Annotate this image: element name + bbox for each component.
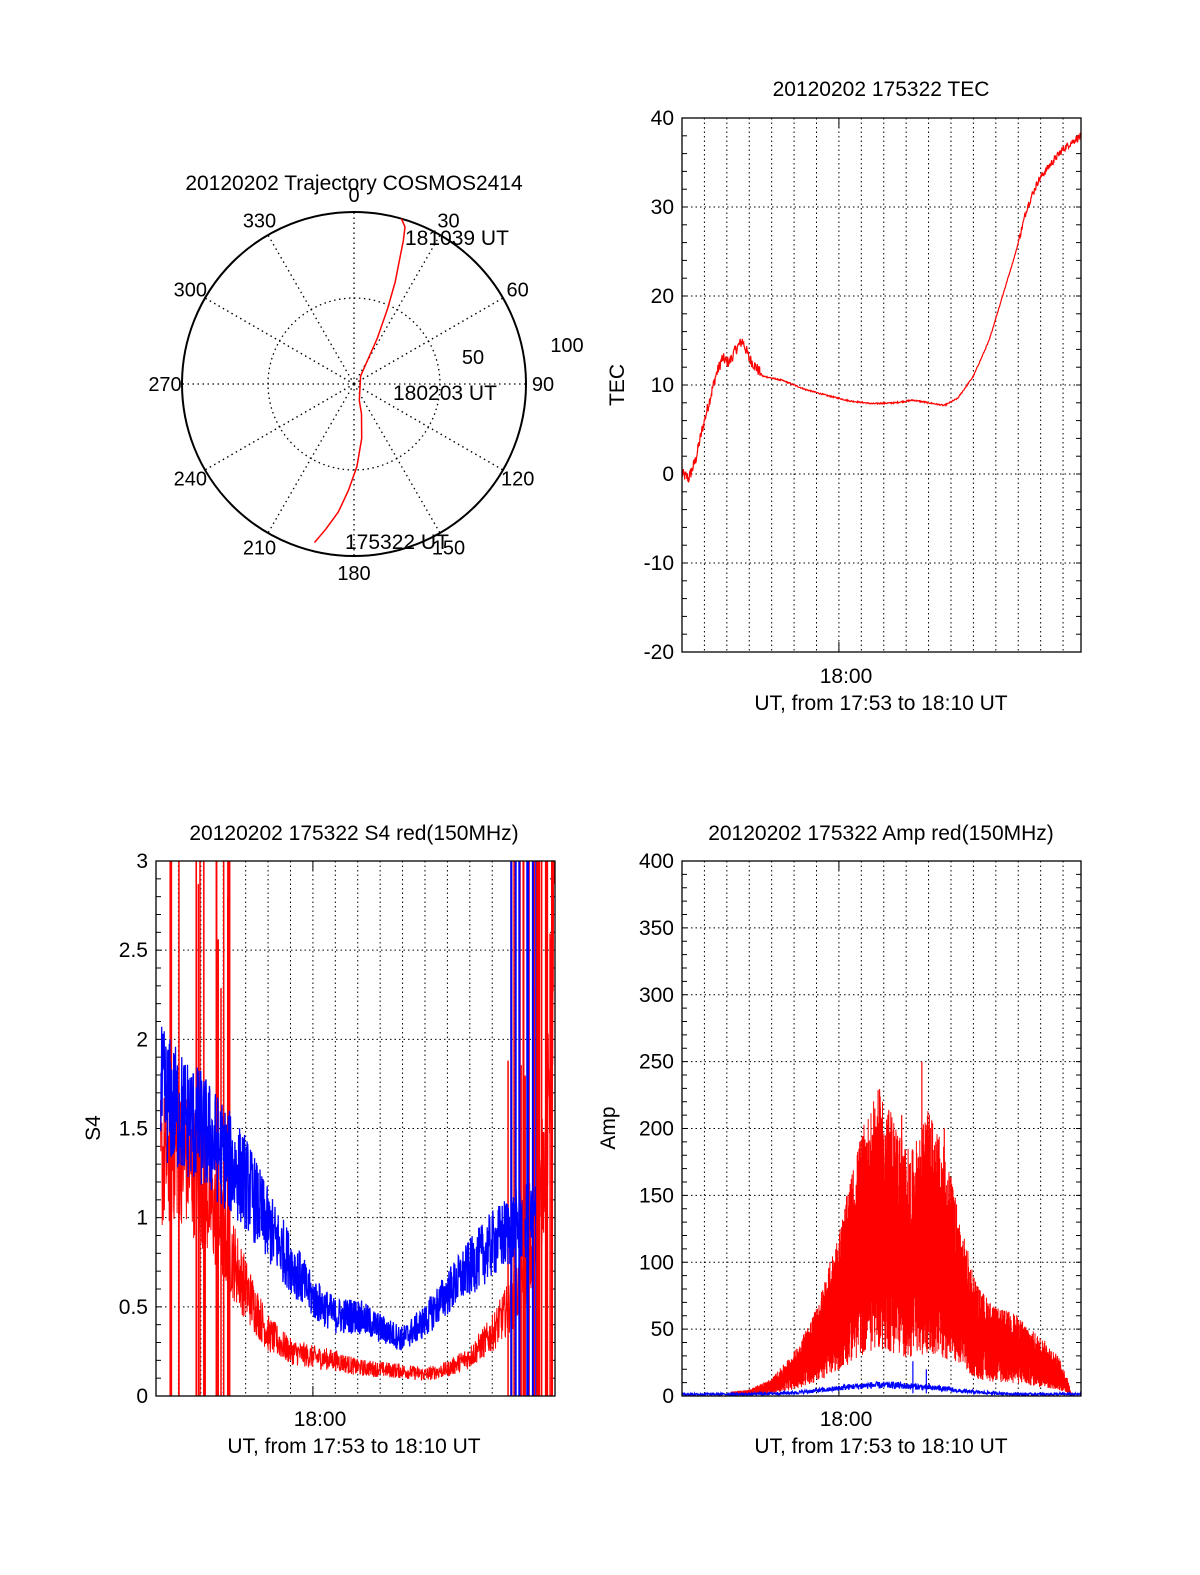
p1-ytick-label: 30 [651, 196, 674, 219]
p2-data [159, 861, 555, 1396]
annotation-mid-time: 180203 UT [393, 382, 497, 405]
polar-azimuth-label-270: 270 [148, 374, 181, 396]
s4-red-series-line [160, 861, 555, 1381]
polar-title: 20120202 Trajectory COSMOS2414 [185, 172, 523, 195]
tec-series-line [682, 132, 1081, 484]
s4-ylabel: S4 [82, 1115, 105, 1141]
tec-xlabel: UT, from 17:53 to 18:10 UT [754, 692, 1007, 715]
p1-ytick-label: -10 [644, 552, 674, 575]
p1-ytick-label: 10 [651, 374, 674, 397]
p3-ytick-label: 250 [639, 1051, 674, 1074]
polar-azimuth-label-90: 90 [532, 374, 554, 396]
polar-trajectory-line [313, 218, 406, 543]
p2-ytick-label: 2 [136, 1028, 148, 1051]
p2-ytick-label: 0 [136, 1385, 148, 1408]
p2-ytick-label: 1.5 [119, 1118, 148, 1141]
polar-azimuth-label-60: 60 [507, 280, 529, 302]
polar-azimuth-label-30: 30 [437, 210, 459, 232]
p3-ytick-label: 300 [639, 984, 674, 1007]
s4-title: 20120202 175322 S4 red(150MHz) [189, 822, 518, 845]
tec-panel: 20120202 175322 TEC TEC 18:00 UT, from 1… [606, 78, 1082, 715]
polar-azimuth-label-120: 120 [501, 469, 534, 491]
p3-ytick-label: 0 [662, 1385, 674, 1408]
polar-azimuth-label-240: 240 [174, 469, 207, 491]
p3-frame [681, 860, 1082, 1397]
p2-ytick-label: 1 [136, 1207, 148, 1230]
polar-spoke-210 [267, 383, 355, 534]
polar-spoke-150 [353, 383, 441, 534]
p1-frame [681, 117, 1082, 653]
p2-ytick-label: 2.5 [119, 939, 148, 962]
p1-ytick-label: 40 [651, 107, 674, 130]
p3-ytick-label: 400 [639, 850, 674, 873]
s4-xtick-1800: 18:00 [294, 1408, 347, 1431]
s4-blue-series-line [159, 1026, 538, 1351]
amp-title: 20120202 175322 Amp red(150MHz) [708, 822, 1054, 845]
polar-outer-circle [181, 211, 527, 557]
p3-ytick-label: 50 [651, 1318, 674, 1341]
amp-ylabel: Amp [597, 1106, 620, 1149]
p3-ytick-label: 200 [639, 1118, 674, 1141]
p3-ytick-label: 350 [639, 917, 674, 940]
p2-ytick-label: 0.5 [119, 1296, 148, 1319]
polar-spoke-240 [204, 383, 355, 471]
amp-panel: 20120202 175322 Amp red(150MHz) Amp 18:0… [597, 822, 1082, 1458]
polar-trajectory-panel: 20120202 Trajectory COSMOS2414 0 30 60 90 12… [148, 172, 583, 585]
polar-spoke-300 [204, 297, 355, 385]
tec-xtick-1800: 18:00 [820, 665, 873, 688]
p1-ytick-label: 20 [651, 285, 674, 308]
polar-radius-label-100: 100 [550, 335, 583, 357]
polar-azimuth-label-330: 330 [243, 210, 276, 232]
tec-title: 20120202 175322 TEC [773, 78, 990, 101]
p2-ytick-label: 3 [136, 850, 148, 873]
polar-spoke-120 [353, 383, 504, 471]
polar-azimuth-label-180: 180 [337, 563, 370, 585]
polar-azimuth-label-0: 0 [348, 185, 359, 207]
p1-data [682, 132, 1081, 484]
amp-blue-series-line [682, 1380, 1081, 1396]
annotation-start-time: 175322 UT [345, 531, 449, 554]
s4-panel: 20120202 175322 S4 red(150MHz) S4 18:00 … [82, 822, 556, 1458]
p1-ytick-label: 0 [662, 463, 674, 486]
amp-xlabel: UT, from 17:53 to 18:10 UT [754, 1435, 1007, 1458]
polar-spoke-60 [353, 297, 504, 385]
polar-azimuth-label-300: 300 [174, 280, 207, 302]
s4-xlabel: UT, from 17:53 to 18:10 UT [227, 1435, 480, 1458]
p3-data [682, 1061, 1081, 1396]
amp-xtick-1800: 18:00 [820, 1408, 873, 1431]
polar-spoke-30 [353, 234, 441, 385]
p3-ytick-label: 100 [639, 1251, 674, 1274]
p3-ytick-label: 150 [639, 1184, 674, 1207]
p1-ytick-label: -20 [644, 641, 674, 664]
polar-azimuth-label-150: 150 [432, 538, 465, 560]
polar-azimuth-label-210: 210 [243, 538, 276, 560]
p2-frame [155, 860, 556, 1397]
polar-radius-label-50: 50 [462, 347, 484, 369]
polar-spoke-330 [267, 234, 355, 385]
annotation-end-time: 181039 UT [405, 227, 509, 250]
tec-ylabel: TEC [606, 364, 629, 406]
